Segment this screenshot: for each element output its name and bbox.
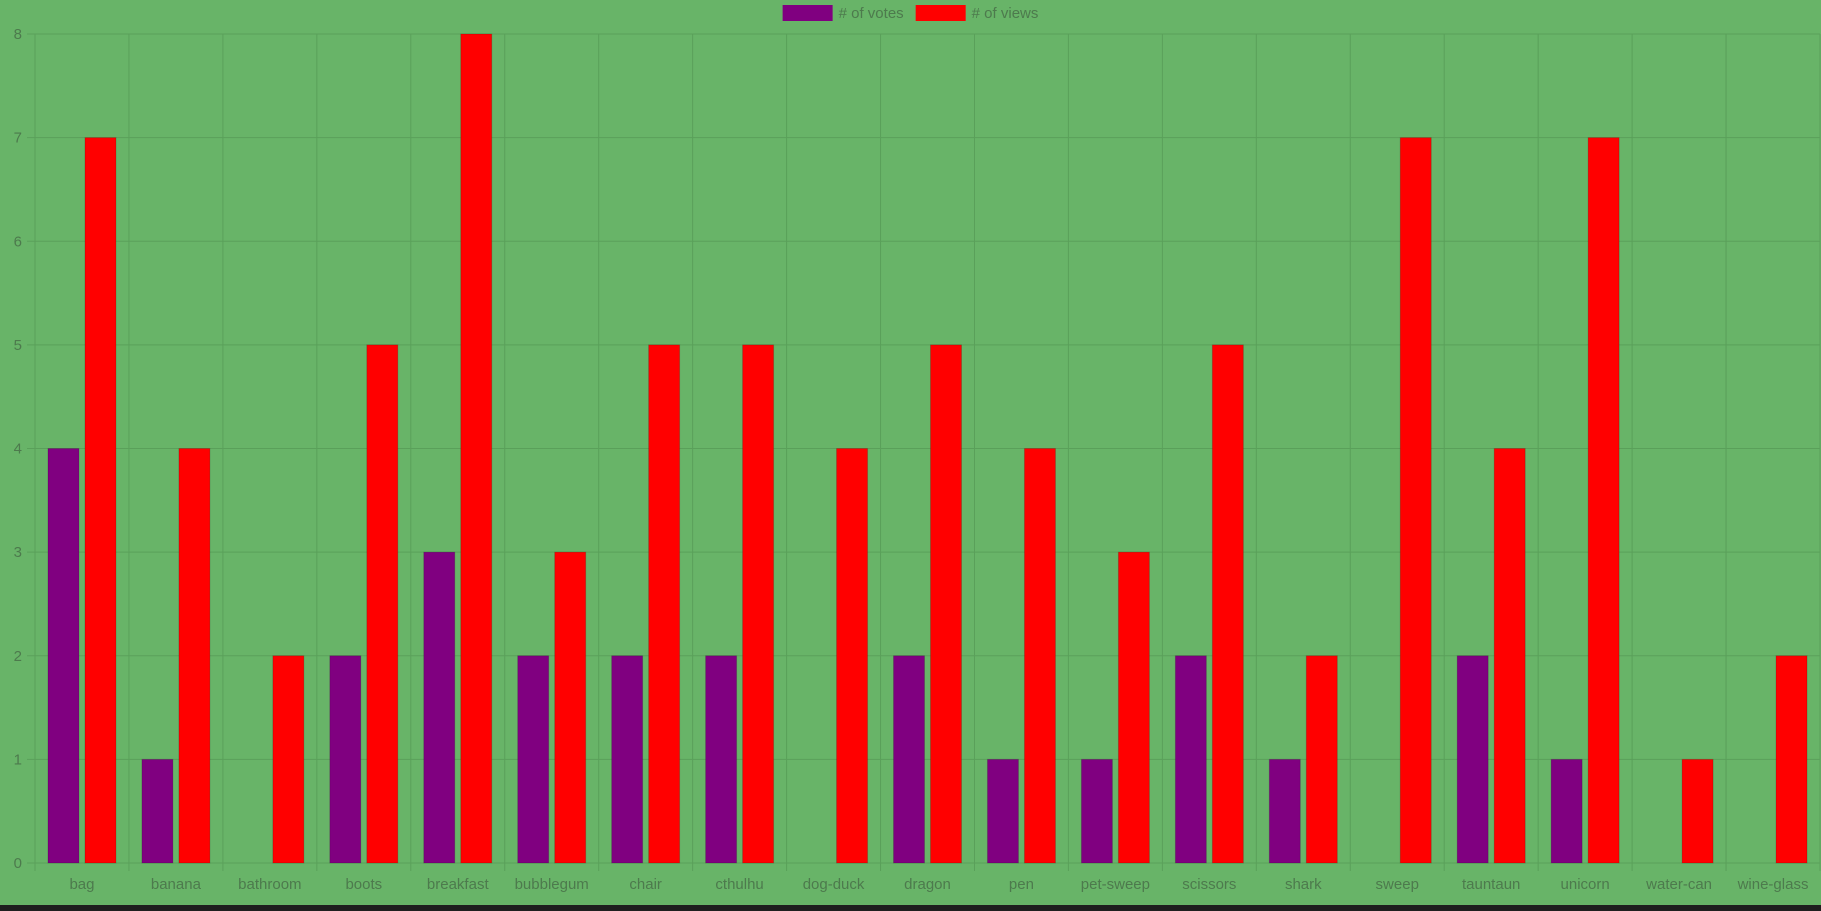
- x-tick-label: cthulhu: [715, 876, 763, 893]
- x-tick-label: bathroom: [238, 876, 301, 893]
- votes-bar-chair[interactable]: [611, 655, 644, 864]
- x-tick-label: dog-duck: [803, 876, 865, 893]
- x-tick-label: boots: [345, 876, 382, 893]
- y-tick-label: 1: [14, 751, 22, 768]
- votes-bar-shark[interactable]: [1268, 758, 1301, 864]
- y-axis-ticks: 0 1 2 3 4 5 6 7 8: [14, 26, 22, 872]
- y-tick-label: 6: [14, 233, 22, 250]
- x-tick-label: water-can: [1645, 876, 1712, 893]
- votes-bar-breakfast[interactable]: [423, 551, 456, 864]
- x-axis-ticks: bag banana bathroom boots breakfast bubblegum…: [69, 876, 1808, 893]
- views-bar-cthulhu[interactable]: [742, 344, 775, 864]
- y-tick-label: 7: [14, 130, 22, 147]
- x-tick-label: dragon: [904, 876, 951, 893]
- views-bar-tauntaun[interactable]: [1493, 448, 1526, 864]
- chart-legend[interactable]: # of votes # of views: [782, 5, 1039, 22]
- votes-bar-pet-sweep[interactable]: [1080, 758, 1113, 864]
- x-tick-label: banana: [151, 876, 202, 893]
- bottom-border: [0, 905, 1821, 911]
- votes-bar-pen[interactable]: [986, 758, 1019, 864]
- y-tick-label: 8: [14, 26, 22, 43]
- x-tick-label: chair: [629, 876, 662, 893]
- x-tick-label: bag: [69, 876, 94, 893]
- legend-swatch: [915, 5, 966, 21]
- x-tick-label: shark: [1285, 876, 1322, 893]
- views-bar-dog-duck[interactable]: [836, 448, 869, 864]
- y-tick-label: 0: [14, 855, 22, 872]
- votes-bar-unicorn[interactable]: [1550, 758, 1583, 864]
- x-tick-label: bubblegum: [515, 876, 589, 893]
- x-tick-label: unicorn: [1561, 876, 1610, 893]
- x-tick-label: scissors: [1182, 876, 1236, 893]
- x-tick-label: breakfast: [427, 876, 490, 893]
- votes-bar-scissors[interactable]: [1174, 655, 1207, 864]
- votes-bar-cthulhu[interactable]: [705, 655, 738, 864]
- y-tick-label: 2: [14, 648, 22, 665]
- views-bar-bubblegum[interactable]: [554, 551, 587, 864]
- x-tick-label: pet-sweep: [1081, 876, 1150, 893]
- legend-label: # of views: [972, 5, 1039, 22]
- views-bar-unicorn[interactable]: [1587, 137, 1620, 864]
- x-tick-label: wine-glass: [1737, 876, 1809, 893]
- views-bar-wine-glass[interactable]: [1775, 655, 1808, 864]
- legend-item-votes[interactable]: # of votes: [782, 5, 904, 22]
- legend-item-views[interactable]: # of views: [915, 5, 1039, 22]
- votes-bar-boots[interactable]: [329, 655, 362, 864]
- views-bar-pen[interactable]: [1023, 448, 1056, 864]
- x-tick-label: sweep: [1376, 876, 1419, 893]
- views-bar-boots[interactable]: [366, 344, 399, 864]
- votes-bar-bubblegum[interactable]: [517, 655, 550, 864]
- views-bar-chair[interactable]: [648, 344, 681, 864]
- votes-bar-tauntaun[interactable]: [1456, 655, 1489, 864]
- views-bar-banana[interactable]: [178, 448, 211, 864]
- bar-series: [47, 33, 1808, 864]
- grid-lines: [27, 33, 1821, 871]
- views-bar-dragon[interactable]: [930, 344, 962, 864]
- legend-label: # of votes: [839, 5, 904, 22]
- x-tick-label: pen: [1009, 876, 1034, 893]
- y-tick-label: 5: [14, 337, 22, 354]
- views-bar-scissors[interactable]: [1211, 344, 1244, 864]
- views-bar-water-can[interactable]: [1681, 758, 1714, 864]
- views-bar-bag[interactable]: [84, 137, 117, 864]
- y-tick-label: 3: [14, 544, 22, 561]
- votes-bar-bag[interactable]: [47, 448, 80, 864]
- views-bar-pet-sweep[interactable]: [1117, 551, 1150, 864]
- views-bar-sweep[interactable]: [1399, 137, 1432, 864]
- y-tick-label: 4: [14, 441, 22, 458]
- votes-bar-banana[interactable]: [141, 758, 174, 864]
- views-bar-shark[interactable]: [1305, 655, 1338, 864]
- views-bar-breakfast[interactable]: [460, 33, 493, 864]
- x-tick-label: tauntaun: [1462, 876, 1520, 893]
- votes-bar-dragon[interactable]: [893, 655, 925, 864]
- views-bar-bathroom[interactable]: [272, 655, 305, 864]
- legend-swatch: [782, 5, 833, 21]
